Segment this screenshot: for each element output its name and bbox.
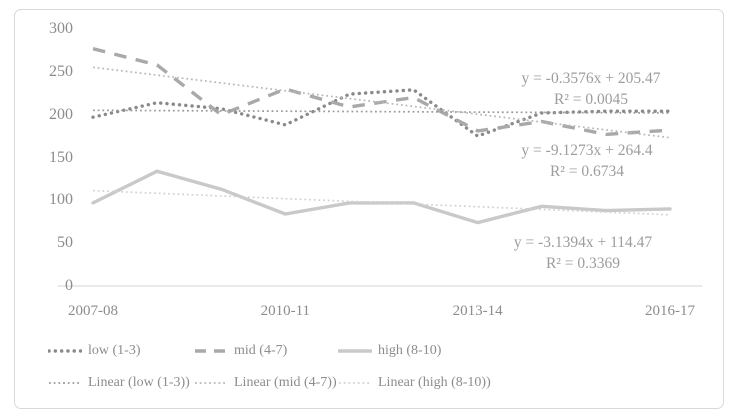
legend-label-mid: mid (4-7): [234, 343, 288, 358]
legend-label-linear-high: Linear (high (8-10)): [378, 375, 491, 390]
legend-item-linear-mid: Linear (mid (4-7)): [194, 374, 337, 392]
trendline-equation-low: y = -0.3576x + 205.47: [521, 70, 661, 87]
trendline-0: [92, 109, 671, 114]
legend-sample-linear-low: [49, 382, 81, 384]
legend-sample-mid-line: [195, 349, 227, 353]
y-tick-label: 100: [49, 191, 73, 209]
x-tick-label: 2016-17: [644, 303, 695, 319]
y-tick-label: 200: [49, 105, 73, 123]
y-tick-label: 300: [49, 20, 73, 37]
legend-item-linear-low: Linear (low (1-3)): [48, 374, 190, 392]
y-tick-label: 150: [49, 148, 73, 166]
legend-item-mid: mid (4-7): [194, 342, 287, 360]
legend-sample-linear-mid: [195, 382, 227, 384]
chart-figure: 300 250 200 150 100 50 0 2007-08 2010-11 2013-14…: [14, 9, 724, 409]
legend-item-high: high (8-10): [338, 342, 441, 360]
legend-item-linear-high: Linear (high (8-10)): [338, 374, 491, 392]
trendline-r2-low: R² = 0.0045: [553, 91, 629, 108]
trendline-annotation-mid: y = -9.1273x + 264.4 R² = 0.6734: [475, 140, 699, 182]
legend-sample-low-line: [48, 349, 82, 353]
x-tick-label: 2013-14: [452, 303, 503, 319]
legend-label-linear-mid: Linear (mid (4-7)): [234, 375, 337, 390]
x-tick-label: 2010-11: [260, 303, 311, 319]
trendline-equation-high: y = -3.1394x + 114.47: [513, 234, 653, 251]
legend-item-low: low (1-3): [48, 342, 141, 360]
legend-label-high: high (8-10): [378, 343, 442, 358]
legend-label-low: low (1-3): [88, 343, 141, 358]
series-line-2: [91, 169, 672, 225]
trendline-r2-high: R² = 0.3369: [545, 255, 621, 272]
legend-label-linear-low: Linear (low (1-3)): [88, 375, 190, 390]
y-tick-label: 250: [49, 62, 73, 80]
trendline-1: [92, 66, 671, 139]
legend-sample-high-line: [338, 349, 372, 353]
trendline-annotation-low: y = -0.3576x + 205.47 R² = 0.0045: [479, 68, 703, 110]
trendline-annotation-high: y = -3.1394x + 114.47 R² = 0.3369: [471, 232, 695, 274]
y-tick-label: 0: [65, 277, 73, 294]
series-line-1: [92, 47, 671, 137]
y-tick-label: 50: [57, 234, 73, 252]
trendline-equation-mid: y = -9.1273x + 264.4: [521, 142, 653, 159]
trendline-r2-mid: R² = 0.6734: [549, 163, 625, 180]
x-tick-label: 2007-08: [68, 303, 118, 319]
legend-sample-linear-high: [339, 382, 371, 384]
